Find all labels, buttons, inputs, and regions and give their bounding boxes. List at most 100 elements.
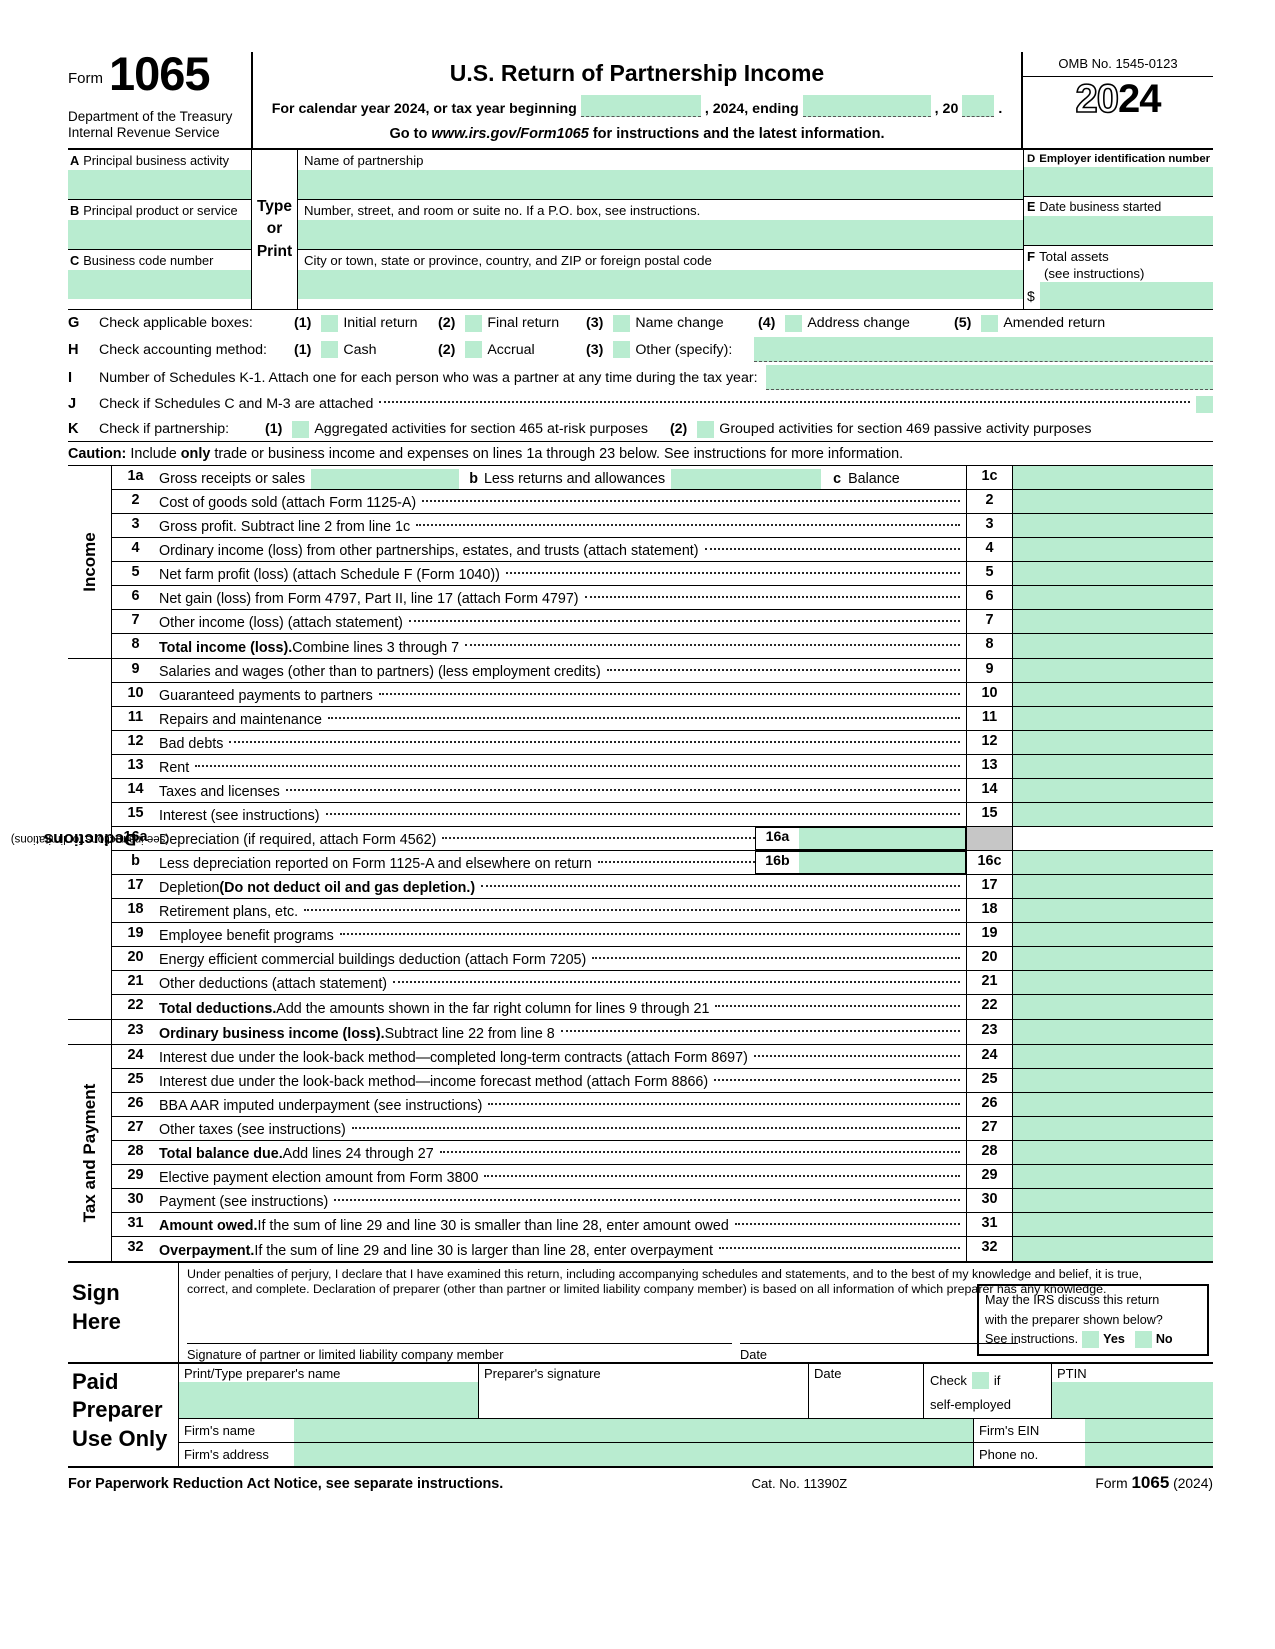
line-10-amount-input[interactable] bbox=[1013, 683, 1213, 706]
line-6-row: 6 Net gain (loss) from Form 4797, Part I… bbox=[112, 586, 1213, 610]
line-8-row: 8 Total income (loss). Combine lines 3 t… bbox=[112, 634, 1213, 658]
firm-name-label: Firm's name bbox=[184, 1423, 256, 1439]
preparer-date-input[interactable] bbox=[809, 1382, 923, 1418]
line-14-amount-input[interactable] bbox=[1013, 779, 1213, 802]
line-5-amount-input[interactable] bbox=[1013, 562, 1213, 585]
other-method-input[interactable] bbox=[754, 337, 1213, 362]
line-16a-amount-input[interactable] bbox=[799, 827, 966, 850]
line-32-row: 32 Overpayment. If the sum of line 29 an… bbox=[112, 1237, 1213, 1261]
line-16b-amount-input[interactable] bbox=[799, 851, 966, 874]
checkbox-cash-method[interactable] bbox=[321, 341, 339, 358]
line-27-amount-input[interactable] bbox=[1013, 1117, 1213, 1140]
firm-name-input[interactable] bbox=[294, 1418, 973, 1442]
line-11-amount-input[interactable] bbox=[1013, 707, 1213, 730]
business-code-input[interactable] bbox=[68, 270, 251, 299]
checkbox-final-return[interactable] bbox=[465, 314, 483, 332]
line-8-number: 8 bbox=[966, 634, 1013, 658]
label-f: F bbox=[1027, 249, 1036, 264]
line-19-amount-input[interactable] bbox=[1013, 923, 1213, 946]
calendar-year-mid: , 2024, ending bbox=[704, 101, 799, 117]
irs-form-url[interactable]: www.irs.gov/Form1065 bbox=[431, 126, 589, 142]
line-2-amount-input[interactable] bbox=[1013, 490, 1213, 513]
checkbox-grouped-activities[interactable] bbox=[697, 420, 715, 438]
line-31-row: 31 Amount owed. If the sum of line 29 an… bbox=[112, 1213, 1213, 1237]
line-24-amount-input[interactable] bbox=[1013, 1045, 1213, 1068]
line-18-amount-input[interactable] bbox=[1013, 899, 1213, 922]
checkbox-irs-discuss-yes[interactable] bbox=[1082, 1331, 1100, 1349]
checkbox-name-change[interactable] bbox=[613, 314, 631, 332]
preparer-signature-input[interactable] bbox=[479, 1382, 808, 1418]
line-22-amount-input[interactable] bbox=[1013, 995, 1213, 1019]
principal-product-input[interactable] bbox=[68, 220, 251, 249]
line-1b-input[interactable] bbox=[671, 469, 822, 489]
firm-address-input[interactable] bbox=[294, 1442, 973, 1466]
schedules-k1-count-input[interactable] bbox=[765, 365, 1213, 390]
checkbox-self-employed[interactable] bbox=[971, 1372, 989, 1390]
line-30-amount-input[interactable] bbox=[1013, 1189, 1213, 1212]
field-e-date-started: E Date business started bbox=[1024, 197, 1213, 246]
line-4-amount-input[interactable] bbox=[1013, 538, 1213, 561]
line-1a-input[interactable] bbox=[311, 469, 460, 489]
line-8-amount-input[interactable] bbox=[1013, 634, 1213, 658]
principal-business-activity-input[interactable] bbox=[68, 170, 251, 199]
line-29-number: 29 bbox=[966, 1165, 1013, 1188]
firm-ein-label: Firm's EIN bbox=[973, 1418, 1085, 1442]
city-state-zip-input[interactable] bbox=[298, 270, 1023, 299]
line-16a-blank-cell bbox=[1013, 827, 1213, 850]
line-4-number: 4 bbox=[966, 538, 1013, 561]
checkbox-amended-return[interactable] bbox=[981, 314, 999, 332]
checkbox-other-method[interactable] bbox=[613, 341, 631, 358]
line-32-amount-input[interactable] bbox=[1013, 1237, 1213, 1261]
firm-ein-input[interactable] bbox=[1085, 1418, 1213, 1442]
line-21-amount-input[interactable] bbox=[1013, 971, 1213, 994]
line-7-amount-input[interactable] bbox=[1013, 610, 1213, 633]
line-16a-shaded-cell bbox=[966, 827, 1013, 850]
line-13-amount-input[interactable] bbox=[1013, 755, 1213, 778]
line-6-amount-input[interactable] bbox=[1013, 586, 1213, 609]
preparer-signature-cell: Preparer's signature bbox=[479, 1363, 809, 1418]
line-28-amount-input[interactable] bbox=[1013, 1141, 1213, 1164]
tax-and-payment-section: Tax and Payment 24 Interest due under th… bbox=[68, 1045, 1213, 1261]
street-address-input[interactable] bbox=[298, 220, 1023, 249]
line-15-amount-input[interactable] bbox=[1013, 803, 1213, 826]
total-assets-input[interactable] bbox=[1040, 282, 1213, 309]
line-9-amount-input[interactable] bbox=[1013, 659, 1213, 682]
partner-signature-field[interactable]: Signature of partner or limited liabilit… bbox=[187, 1342, 732, 1362]
line-27-number: 27 bbox=[966, 1117, 1013, 1140]
tax-year-begin-input[interactable] bbox=[580, 95, 701, 117]
tax-year-end-input[interactable] bbox=[802, 95, 931, 117]
ein-input[interactable] bbox=[1024, 167, 1213, 196]
line-32-number: 32 bbox=[966, 1237, 1013, 1261]
tax-year-yy-input[interactable] bbox=[962, 95, 995, 117]
partnership-name-input[interactable] bbox=[298, 170, 1023, 199]
checkbox-schedules-c-m3[interactable] bbox=[1196, 395, 1213, 413]
label-h: H bbox=[68, 341, 79, 358]
phone-input[interactable] bbox=[1085, 1442, 1213, 1466]
date-business-started-input[interactable] bbox=[1024, 216, 1213, 245]
h-question-label: Check accounting method: bbox=[99, 341, 267, 358]
line-16c-amount-input[interactable] bbox=[1013, 851, 1213, 874]
line-3-amount-input[interactable] bbox=[1013, 514, 1213, 537]
line-31-amount-input[interactable] bbox=[1013, 1213, 1213, 1236]
checkbox-address-change[interactable] bbox=[785, 314, 803, 332]
line-20-amount-input[interactable] bbox=[1013, 947, 1213, 970]
line-17-amount-input[interactable] bbox=[1013, 875, 1213, 898]
line-29-amount-input[interactable] bbox=[1013, 1165, 1213, 1188]
checkbox-questions-block: G Check applicable boxes: (1) Initial ret… bbox=[68, 310, 1213, 441]
checkbox-aggregated-activities[interactable] bbox=[292, 420, 310, 438]
line-21-number: 21 bbox=[966, 971, 1013, 994]
line-25-amount-input[interactable] bbox=[1013, 1069, 1213, 1092]
signature-date-field[interactable]: Date bbox=[740, 1342, 1018, 1362]
line-26-amount-input[interactable] bbox=[1013, 1093, 1213, 1116]
line-1c-amount-input[interactable] bbox=[1013, 466, 1213, 489]
form-number: 1065 bbox=[109, 47, 211, 100]
checkbox-irs-discuss-no[interactable] bbox=[1134, 1331, 1152, 1349]
checkbox-accrual-method[interactable] bbox=[465, 341, 483, 358]
line-16a-row: 16a Depreciation (if required, attach Fo… bbox=[112, 827, 1213, 851]
preparer-name-input[interactable] bbox=[179, 1381, 478, 1418]
checkbox-initial-return[interactable] bbox=[321, 314, 339, 332]
form-line-items-table: Income 1a Gross receipts or sales b Less… bbox=[10, 466, 1213, 1263]
ptin-input[interactable] bbox=[1052, 1381, 1213, 1418]
line-23-amount-input[interactable] bbox=[1013, 1020, 1213, 1044]
line-12-amount-input[interactable] bbox=[1013, 731, 1213, 754]
